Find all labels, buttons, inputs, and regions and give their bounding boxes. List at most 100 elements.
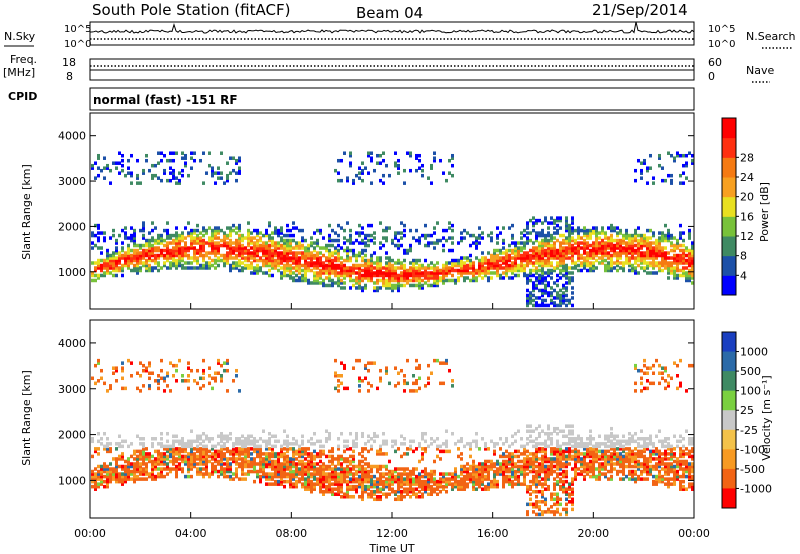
scatter-cell bbox=[448, 278, 451, 283]
scatter-cell bbox=[259, 477, 262, 481]
scatter-cell bbox=[175, 258, 178, 263]
scatter-cell bbox=[220, 444, 223, 449]
scatter-cell bbox=[520, 444, 523, 449]
scatter-cell bbox=[250, 447, 253, 451]
scatter-cell bbox=[577, 253, 580, 258]
scatter-cell bbox=[202, 181, 205, 185]
scatter-cell bbox=[571, 218, 574, 223]
scatter-cell bbox=[526, 278, 529, 283]
scatter-cell bbox=[313, 246, 316, 250]
scatter-cell bbox=[610, 226, 613, 230]
scatter-cell bbox=[316, 263, 319, 268]
scatter-cell bbox=[238, 228, 241, 233]
scatter-cell bbox=[301, 243, 304, 248]
scatter-cell bbox=[379, 447, 382, 451]
scatter-cell bbox=[295, 449, 298, 454]
scatter-cell bbox=[397, 231, 400, 235]
scatter-cell bbox=[442, 484, 445, 489]
scatter-cell bbox=[640, 241, 643, 245]
scatter-cell bbox=[655, 263, 658, 268]
scatter-cell bbox=[292, 449, 295, 454]
scatter-cell bbox=[91, 474, 94, 479]
scatter-cell bbox=[427, 376, 430, 381]
scatter-cell bbox=[223, 442, 226, 446]
scatter-cell bbox=[670, 243, 673, 248]
scatter-cell bbox=[541, 495, 544, 499]
scatter-cell bbox=[487, 474, 490, 479]
scatter-cell bbox=[145, 452, 148, 456]
scatter-cell bbox=[667, 261, 670, 265]
scatter-cell bbox=[340, 462, 343, 466]
scatter-cell bbox=[520, 472, 523, 476]
scatter-cell bbox=[166, 231, 169, 235]
scatter-cell bbox=[226, 467, 229, 471]
scatter-cell bbox=[454, 281, 457, 285]
scatter-cell bbox=[523, 482, 526, 486]
scatter-cell bbox=[136, 253, 139, 258]
scatter-cell bbox=[211, 386, 214, 391]
scatter-cell bbox=[130, 233, 133, 238]
scatter-cell bbox=[424, 243, 427, 248]
scatter-cell bbox=[436, 281, 439, 285]
scatter-cell bbox=[295, 253, 298, 258]
scatter-cell bbox=[553, 266, 556, 270]
scatter-cell bbox=[190, 266, 193, 270]
scatter-cell bbox=[550, 238, 553, 243]
scatter-cell bbox=[187, 386, 190, 391]
scatter-cell bbox=[130, 253, 133, 258]
scatter-cell bbox=[445, 358, 448, 363]
scatter-cell bbox=[460, 482, 463, 486]
scatter-cell bbox=[601, 261, 604, 265]
scatter-cell bbox=[535, 447, 538, 451]
scatter-cell bbox=[538, 472, 541, 476]
scatter-cell bbox=[577, 228, 580, 233]
scatter-cell bbox=[154, 241, 157, 245]
scatter-cell bbox=[226, 241, 229, 245]
scatter-cell bbox=[334, 238, 337, 243]
scatter-cell bbox=[163, 248, 166, 253]
scatter-cell bbox=[607, 266, 610, 270]
scatter-cell bbox=[670, 266, 673, 270]
scatter-cell bbox=[253, 449, 256, 454]
scatter-cell bbox=[526, 298, 529, 303]
scatter-cell bbox=[172, 176, 175, 180]
scatter-cell bbox=[388, 286, 391, 290]
scatter-cell bbox=[439, 158, 442, 163]
scatter-cell bbox=[160, 158, 163, 163]
scatter-cell bbox=[517, 253, 520, 258]
scatter-cell bbox=[223, 241, 226, 245]
scatter-cell bbox=[115, 442, 118, 446]
scatter-cell bbox=[535, 221, 538, 225]
scatter-cell bbox=[622, 266, 625, 270]
scatter-cell bbox=[277, 241, 280, 245]
scatter-cell bbox=[235, 447, 238, 451]
scatter-cell bbox=[109, 261, 112, 265]
scatter-cell bbox=[634, 261, 637, 265]
scatter-cell bbox=[490, 271, 493, 275]
scatter-cell bbox=[418, 442, 421, 446]
scatter-cell bbox=[199, 263, 202, 268]
scatter-cell bbox=[316, 472, 319, 476]
scatter-cell bbox=[664, 246, 667, 250]
scatter-cell bbox=[193, 231, 196, 235]
scatter-cell bbox=[247, 439, 250, 444]
scatter-cell bbox=[289, 479, 292, 484]
scatter-cell bbox=[658, 263, 661, 268]
scatter-cell bbox=[541, 258, 544, 263]
scatter-cell bbox=[424, 271, 427, 275]
scatter-cell bbox=[475, 442, 478, 446]
scatter-cell bbox=[688, 253, 691, 258]
scatter-cell bbox=[127, 358, 130, 363]
scatter-cell bbox=[637, 226, 640, 230]
scatter-cell bbox=[325, 271, 328, 275]
scatter-cell bbox=[346, 256, 349, 260]
scatter-cell bbox=[370, 158, 373, 163]
scatter-cell bbox=[388, 276, 391, 280]
scatter-cell bbox=[106, 479, 109, 484]
scatter-cell bbox=[280, 469, 283, 474]
scatter-cell bbox=[289, 268, 292, 273]
scatter-cell bbox=[502, 464, 505, 469]
scatter-cell bbox=[523, 228, 526, 233]
scatter-cell bbox=[208, 261, 211, 265]
scatter-cell bbox=[562, 256, 565, 260]
